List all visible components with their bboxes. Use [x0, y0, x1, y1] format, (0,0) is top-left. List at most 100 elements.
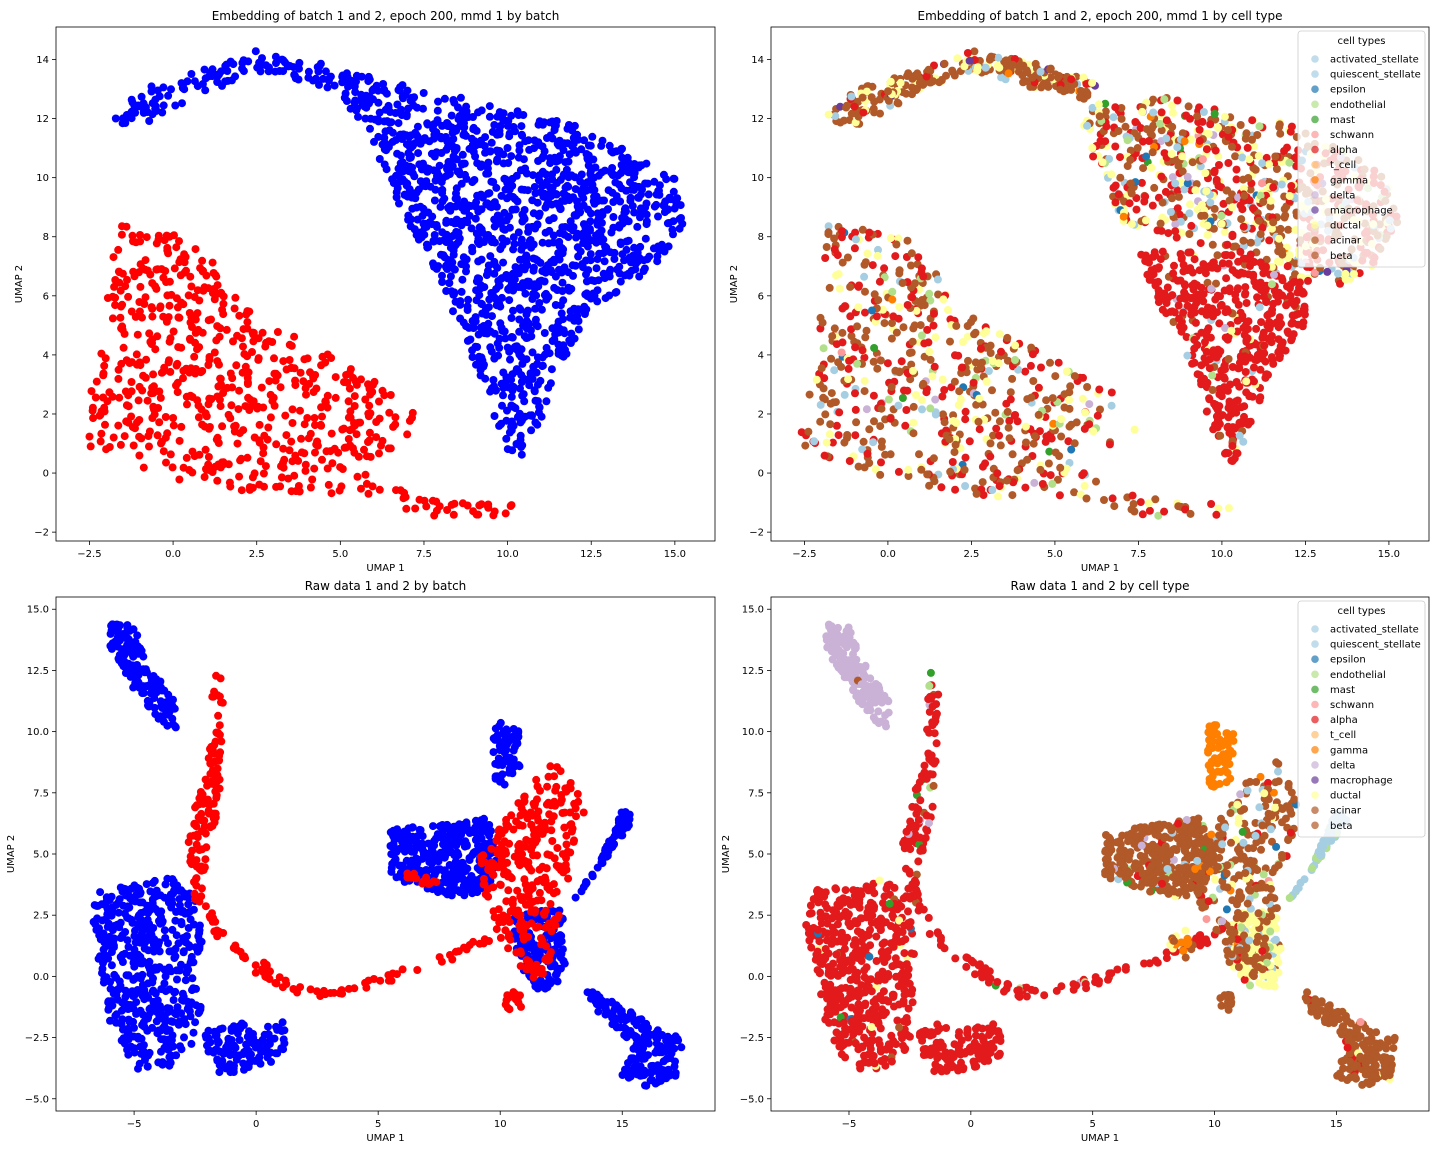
data-point	[162, 278, 171, 286]
data-point	[860, 463, 869, 472]
data-point	[449, 307, 457, 316]
legend-marker	[1311, 100, 1319, 109]
data-point	[461, 113, 470, 122]
data-point	[258, 328, 267, 337]
data-point	[309, 388, 318, 396]
data-point	[816, 400, 825, 409]
data-point	[1207, 284, 1216, 293]
data-point	[167, 85, 175, 94]
data-point	[445, 170, 454, 179]
data-point	[960, 465, 969, 474]
data-point	[1234, 300, 1243, 309]
data-point	[1232, 404, 1241, 413]
data-point	[172, 907, 181, 916]
data-point	[529, 266, 538, 275]
data-point	[1281, 211, 1290, 220]
data-point	[1054, 358, 1063, 367]
data-point	[415, 160, 424, 169]
data-point	[456, 121, 465, 130]
data-point	[117, 230, 126, 239]
data-point	[1083, 383, 1092, 391]
data-point	[595, 249, 604, 258]
data-point	[1239, 236, 1248, 245]
x-tick-label: 7.5	[416, 549, 432, 560]
data-point	[1190, 358, 1199, 367]
data-point	[965, 437, 974, 446]
data-point	[874, 245, 882, 254]
data-point	[950, 377, 959, 386]
data-point	[587, 173, 596, 182]
data-point	[311, 74, 320, 83]
data-point	[984, 367, 993, 375]
data-point	[583, 233, 592, 242]
data-point	[1157, 172, 1166, 181]
data-point	[483, 329, 492, 338]
data-point	[507, 418, 516, 427]
data-point	[528, 295, 537, 303]
data-point	[955, 387, 964, 396]
data-point	[306, 368, 314, 377]
y-tick-label: 4	[43, 350, 49, 361]
data-point	[319, 74, 327, 83]
data-point	[498, 401, 506, 410]
data-point	[946, 467, 955, 476]
data-point	[1230, 424, 1239, 433]
data-point	[1173, 96, 1182, 105]
data-point	[184, 900, 193, 909]
data-point	[313, 441, 322, 450]
data-point	[492, 157, 501, 166]
data-point	[235, 429, 244, 438]
data-point	[401, 493, 410, 502]
y-tick-label: 12	[751, 114, 764, 125]
data-point	[195, 343, 204, 352]
x-tick-label: 2.5	[963, 549, 979, 560]
data-point	[1196, 239, 1205, 248]
data-point	[816, 417, 825, 426]
data-point	[408, 142, 417, 150]
data-point	[375, 155, 384, 163]
data-point	[1005, 416, 1014, 425]
data-point	[296, 368, 305, 377]
data-point	[279, 357, 288, 366]
data-point	[420, 223, 429, 232]
data-point	[474, 510, 483, 519]
data-point	[547, 365, 556, 374]
data-point	[1009, 60, 1017, 69]
data-point	[669, 230, 677, 239]
data-point	[1002, 56, 1011, 65]
data-point	[664, 242, 673, 251]
data-point	[123, 936, 132, 945]
data-point	[537, 305, 546, 314]
data-point	[1136, 498, 1145, 507]
y-tick-label: 6	[43, 291, 49, 302]
data-point	[562, 165, 571, 174]
y-axis-label: UMAP 2	[14, 265, 25, 303]
data-point	[144, 432, 153, 440]
data-point	[141, 103, 150, 112]
data-point	[852, 418, 861, 427]
data-point	[1171, 220, 1180, 229]
data-point	[521, 137, 530, 146]
data-point	[838, 258, 847, 267]
data-point	[1261, 357, 1270, 366]
data-point	[471, 141, 480, 150]
data-point	[1276, 129, 1285, 138]
data-point	[909, 402, 918, 411]
data-point	[182, 968, 191, 977]
data-point	[1066, 382, 1075, 391]
data-point	[971, 328, 980, 337]
data-point	[1002, 476, 1011, 485]
data-point	[328, 459, 337, 468]
data-point	[612, 192, 621, 201]
data-point	[1154, 286, 1163, 295]
data-point	[917, 331, 926, 340]
data-point	[606, 248, 615, 257]
data-point	[649, 244, 658, 253]
data-point	[418, 211, 427, 220]
data-point	[945, 435, 954, 444]
data-point	[146, 270, 155, 279]
data-point	[301, 466, 310, 475]
data-point	[531, 418, 540, 427]
data-point	[507, 392, 516, 401]
data-point	[538, 353, 547, 362]
